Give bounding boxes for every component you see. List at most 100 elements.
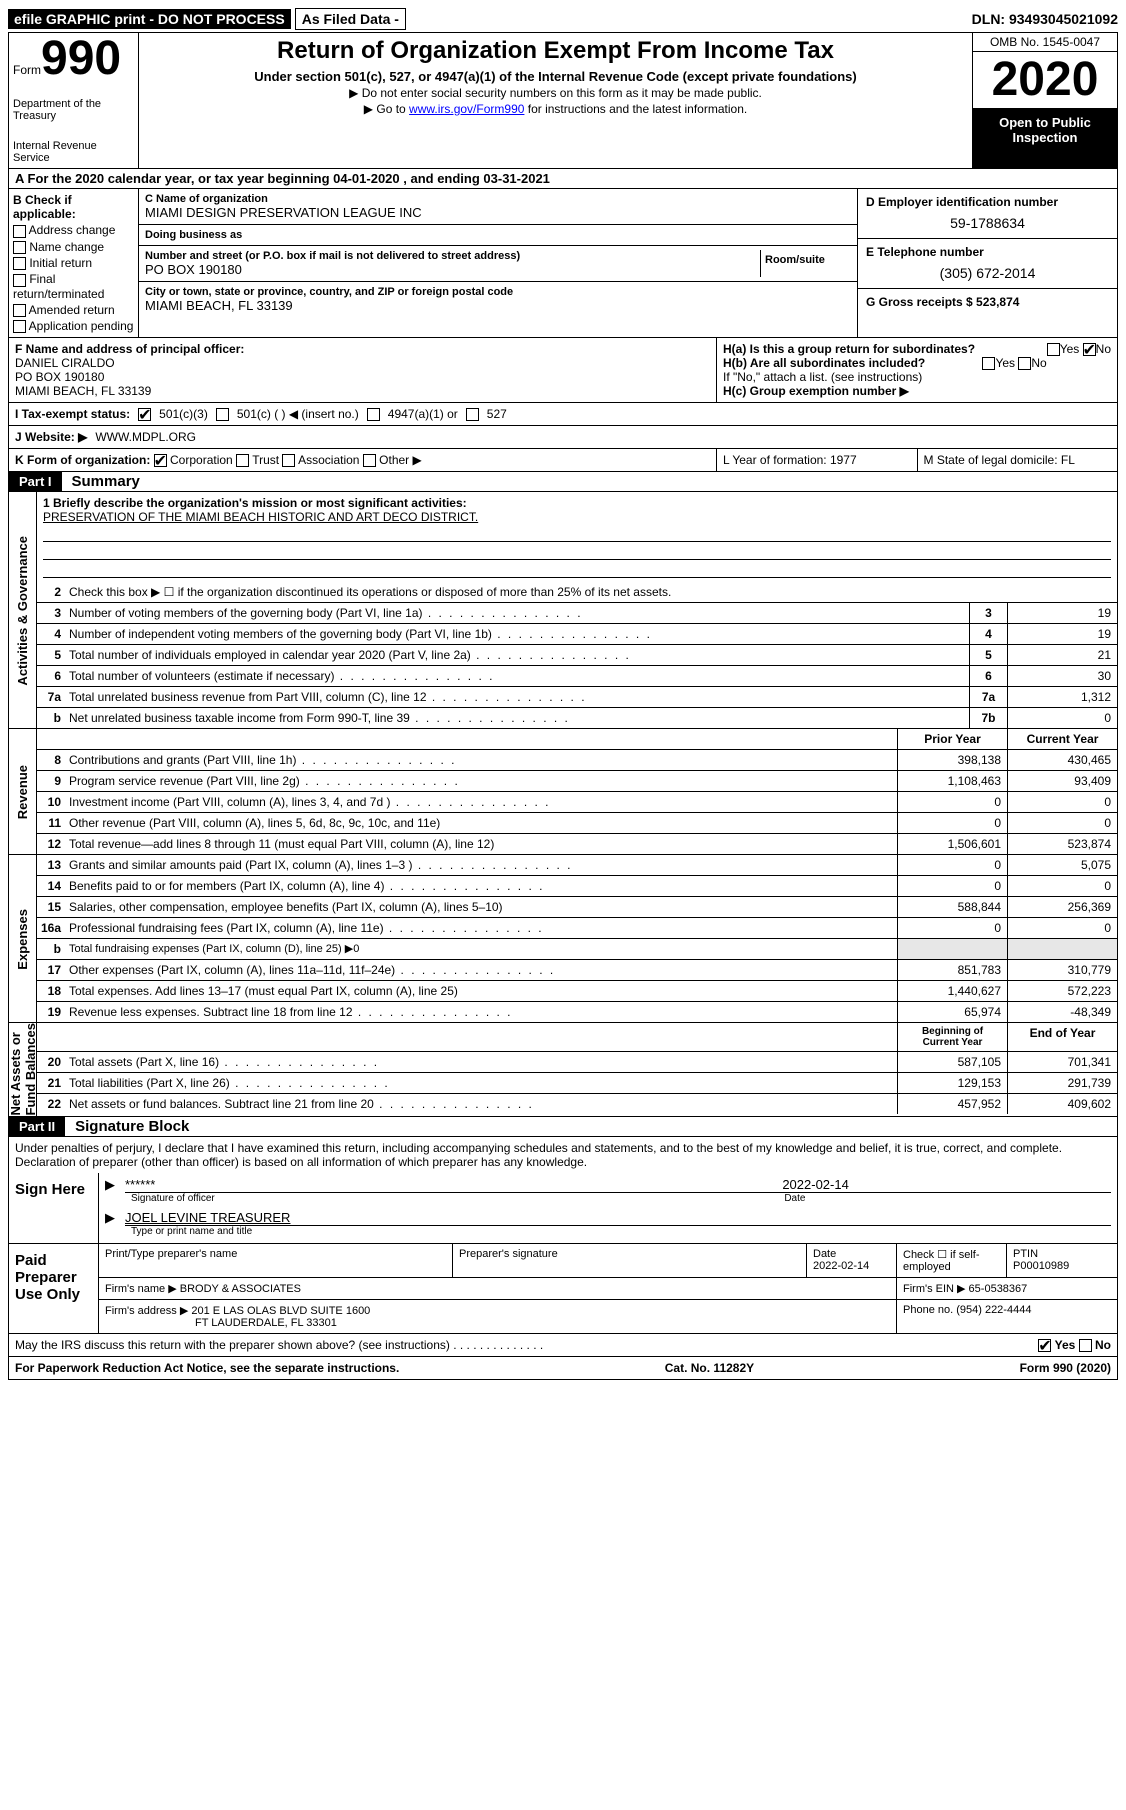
i-527[interactable] xyxy=(466,408,479,421)
part-i-header: Part I Summary xyxy=(9,472,1117,492)
line-7a: 7aTotal unrelated business revenue from … xyxy=(37,687,1117,708)
l-year: L Year of formation: 1977 xyxy=(717,449,918,471)
i-501c[interactable] xyxy=(216,408,229,421)
line-5: 5Total number of individuals employed in… xyxy=(37,645,1117,666)
line-15: 15Salaries, other compensation, employee… xyxy=(37,897,1117,918)
dept-treasury: Department of the Treasury xyxy=(13,98,134,122)
i-501c3[interactable] xyxy=(138,408,151,421)
form-word: Form xyxy=(13,63,41,77)
website-value: WWW.MDPL.ORG xyxy=(95,430,196,444)
chk-name[interactable]: Name change xyxy=(13,240,134,254)
form-subtitle: Under section 501(c), 527, or 4947(a)(1)… xyxy=(147,69,964,84)
line-22: 22Net assets or fund balances. Subtract … xyxy=(37,1094,1117,1114)
line-16b: bTotal fundraising expenses (Part IX, co… xyxy=(37,939,1117,960)
i-4947[interactable] xyxy=(367,408,380,421)
chk-address[interactable]: Address change xyxy=(13,223,134,237)
h-b-note: If "No," attach a list. (see instruction… xyxy=(723,370,1111,384)
k-trust[interactable] xyxy=(236,454,249,467)
dept-irs: Internal Revenue Service xyxy=(13,140,134,164)
col-b: B Check if applicable: Address change Na… xyxy=(9,189,139,337)
pra-notice: For Paperwork Reduction Act Notice, see … xyxy=(15,1361,399,1375)
sign-here-block: Sign Here ▶ ****** 2022-02-14 Signature … xyxy=(9,1173,1117,1244)
row-k: K Form of organization: Corporation Trus… xyxy=(9,449,717,471)
k-other[interactable] xyxy=(363,454,376,467)
vlabel-netassets: Net Assets orFund Balances xyxy=(9,1023,37,1115)
form-header: Form990 Department of the Treasury Inter… xyxy=(9,33,1117,169)
paid-preparer-block: Paid Preparer Use Only Print/Type prepar… xyxy=(9,1244,1117,1334)
tax-year: 2020 xyxy=(973,52,1117,109)
line-12: 12Total revenue—add lines 8 through 11 (… xyxy=(37,834,1117,854)
efile-label: efile GRAPHIC print - DO NOT PROCESS xyxy=(8,9,291,29)
arrow-icon: ▶ xyxy=(105,1177,125,1193)
part-ii-header: Part II Signature Block xyxy=(9,1117,1117,1137)
line-3: 3Number of voting members of the governi… xyxy=(37,603,1117,624)
ha-no[interactable] xyxy=(1083,343,1096,356)
line-11: 11Other revenue (Part VIII, column (A), … xyxy=(37,813,1117,834)
discuss-row: May the IRS discuss this return with the… xyxy=(9,1334,1117,1356)
omb-number: OMB No. 1545-0047 xyxy=(973,33,1117,52)
h-c: H(c) Group exemption number ▶ xyxy=(723,384,1111,398)
line-19: 19Revenue less expenses. Subtract line 1… xyxy=(37,1002,1117,1022)
f-principal: F Name and address of principal officer:… xyxy=(9,338,717,402)
h-b: H(b) Are all subordinates included? Yes … xyxy=(723,356,1111,370)
paid-preparer-label: Paid Preparer Use Only xyxy=(9,1244,99,1333)
col-d: D Employer identification number 59-1788… xyxy=(857,189,1117,337)
hb-yes[interactable] xyxy=(982,357,995,370)
h-a: H(a) Is this a group return for subordin… xyxy=(723,342,1111,356)
line-8: 8Contributions and grants (Part VIII, li… xyxy=(37,750,1117,771)
form-ref: Form 990 (2020) xyxy=(1020,1361,1111,1375)
line-14: 14Benefits paid to or for members (Part … xyxy=(37,876,1117,897)
b-header: B Check if applicable: xyxy=(13,193,76,221)
d-ein: D Employer identification number 59-1788… xyxy=(858,189,1117,239)
line-20: 20Total assets (Part X, line 16)587,1057… xyxy=(37,1052,1117,1073)
c-city: City or town, state or province, country… xyxy=(139,282,857,317)
discuss-no[interactable] xyxy=(1079,1339,1092,1352)
row-f-h: F Name and address of principal officer:… xyxy=(9,338,1117,403)
arrow-icon: ▶ xyxy=(105,1210,125,1226)
line-7b: bNet unrelated business taxable income f… xyxy=(37,708,1117,728)
na-header: Beginning of Current YearEnd of Year xyxy=(37,1023,1117,1052)
line-2: 2Check this box ▶ ☐ if the organization … xyxy=(37,582,1117,603)
rev-header: Prior YearCurrent Year xyxy=(37,729,1117,750)
g-gross: G Gross receipts $ 523,874 xyxy=(858,289,1117,338)
row-k-l-m: K Form of organization: Corporation Trus… xyxy=(9,449,1117,472)
line-17: 17Other expenses (Part IX, column (A), l… xyxy=(37,960,1117,981)
line-6: 6Total number of volunteers (estimate if… xyxy=(37,666,1117,687)
mission-block: 1 Briefly describe the organization's mi… xyxy=(37,492,1117,582)
row-i: I Tax-exempt status: 501(c)(3) 501(c) ( … xyxy=(9,403,1117,426)
vlabel-expenses: Expenses xyxy=(9,855,37,1022)
chk-amended[interactable]: Amended return xyxy=(13,303,134,317)
e-phone: E Telephone number (305) 672-2014 xyxy=(858,239,1117,289)
chk-initial[interactable]: Initial return xyxy=(13,256,134,270)
col-c: C Name of organization MIAMI DESIGN PRES… xyxy=(139,189,857,337)
discuss-yes[interactable] xyxy=(1038,1339,1051,1352)
c-addr: Number and street (or P.O. box if mail i… xyxy=(139,246,857,282)
chk-final[interactable]: Final return/terminated xyxy=(13,272,134,300)
c-dba: Doing business as xyxy=(139,225,857,246)
line-21: 21Total liabilities (Part X, line 26)129… xyxy=(37,1073,1117,1094)
main-top: B Check if applicable: Address change Na… xyxy=(9,189,1117,338)
vlabel-revenue: Revenue xyxy=(9,729,37,854)
perjury-text: Under penalties of perjury, I declare th… xyxy=(9,1137,1117,1173)
row-j: J Website: ▶ WWW.MDPL.ORG xyxy=(9,426,1117,449)
open-inspection: Open to Public Inspection xyxy=(973,109,1117,168)
form-title: Return of Organization Exempt From Incom… xyxy=(147,37,964,65)
line-16a: 16aProfessional fundraising fees (Part I… xyxy=(37,918,1117,939)
vlabel-activities: Activities & Governance xyxy=(9,492,37,728)
chk-pending[interactable]: Application pending xyxy=(13,319,134,333)
asfiled-label: As Filed Data - xyxy=(295,8,406,30)
ha-yes[interactable] xyxy=(1047,343,1060,356)
line-9: 9Program service revenue (Part VIII, lin… xyxy=(37,771,1117,792)
line-10: 10Investment income (Part VIII, column (… xyxy=(37,792,1117,813)
section-revenue: Revenue Prior YearCurrent Year 8Contribu… xyxy=(9,729,1117,855)
k-assoc[interactable] xyxy=(282,454,295,467)
form-number: 990 xyxy=(41,32,121,85)
section-activities: Activities & Governance 1 Briefly descri… xyxy=(9,492,1117,729)
k-corp[interactable] xyxy=(154,454,167,467)
header-mid: Return of Organization Exempt From Incom… xyxy=(139,33,972,168)
c-name: C Name of organization MIAMI DESIGN PRES… xyxy=(139,189,857,225)
irs-link[interactable]: www.irs.gov/Form990 xyxy=(409,102,524,116)
hb-no[interactable] xyxy=(1018,357,1031,370)
form-sub2b: ▶ Go to www.irs.gov/Form990 for instruct… xyxy=(147,102,964,116)
footer: For Paperwork Reduction Act Notice, see … xyxy=(9,1356,1117,1379)
